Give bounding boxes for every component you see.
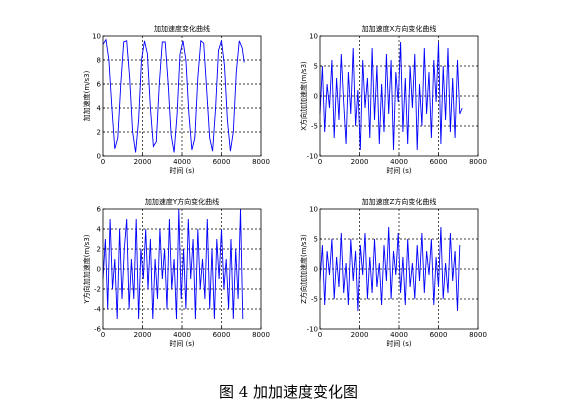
- x-axis-label: 时间 (s): [386, 339, 412, 348]
- y-axis-label: Z方向加加速度(m/s3): [299, 234, 308, 304]
- y-tick-label: 8: [97, 57, 101, 65]
- y-tick-label: 2: [97, 129, 101, 137]
- x-tick-label: 6000: [213, 158, 231, 166]
- y-tick-label: -10: [307, 326, 318, 334]
- y-tick-label: 4: [97, 105, 102, 113]
- y-tick-label: 6: [97, 81, 102, 89]
- chart-title: 加加速度X方向变化曲线: [362, 24, 437, 33]
- x-tick-label: 8000: [252, 331, 270, 339]
- y-tick-label: -2: [94, 286, 101, 294]
- x-tick-label: 2000: [134, 158, 152, 166]
- chart-panel-3: 0 2000 4000 6000 8000 -6 -4 -2 0 2 4 6 加加速度Y方向变化曲线时间…: [82, 197, 270, 348]
- x-tick-label: 2000: [351, 331, 369, 339]
- x-tick-label: 0: [101, 158, 105, 166]
- x-tick-label: 0: [318, 331, 322, 339]
- x-axis-label: 时间 (s): [169, 166, 195, 175]
- chart-title: 加加速度Z方向变化曲线: [362, 197, 437, 206]
- y-tick-label: -5: [311, 296, 318, 304]
- x-tick-label: 6000: [430, 158, 448, 166]
- chart-title: 加加速度变化曲线: [154, 24, 210, 33]
- y-tick-label: 4: [97, 226, 102, 234]
- y-tick-label: 0: [97, 266, 101, 274]
- y-tick-label: 10: [92, 33, 101, 41]
- y-tick-label: -5: [311, 123, 318, 131]
- series-line: [319, 226, 461, 312]
- x-tick-label: 6000: [430, 331, 448, 339]
- y-tick-label: 2: [97, 246, 101, 254]
- figure-caption: 图 4 加加速度变化图: [218, 383, 359, 401]
- x-tick-label: 0: [101, 331, 105, 339]
- x-tick-label: 4000: [173, 158, 191, 166]
- series-line: [319, 41, 463, 151]
- x-axis-label: 时间 (s): [169, 339, 195, 348]
- chart-title: 加加速度Y方向变化曲线: [145, 197, 219, 206]
- x-tick-label: 8000: [469, 158, 487, 166]
- y-tick-label: -6: [94, 326, 102, 334]
- y-tick-label: 5: [314, 236, 318, 244]
- x-axis-label: 时间 (s): [386, 166, 412, 175]
- x-tick-label: 2000: [134, 331, 152, 339]
- series-line: [102, 208, 244, 320]
- y-axis-label: X方向加加速度(m/s3): [299, 61, 308, 131]
- y-tick-label: 10: [309, 33, 318, 41]
- chart-panel-2: 0 2000 4000 6000 8000 -10 -5 0 5 10 加加速度X方向变化曲线时间 …: [299, 24, 487, 175]
- x-tick-label: 2000: [351, 158, 369, 166]
- y-tick-label: 0: [314, 93, 318, 101]
- x-tick-label: 4000: [390, 331, 408, 339]
- y-axis-label: Y方向加加速度(m/s3): [82, 234, 91, 304]
- y-tick-label: 10: [309, 206, 318, 214]
- x-tick-label: 6000: [213, 331, 231, 339]
- series-line: [102, 38, 245, 153]
- y-tick-label: -10: [307, 153, 318, 161]
- y-axis-label: 加加速度(m/s3): [82, 70, 91, 121]
- x-tick-label: 8000: [469, 331, 487, 339]
- x-tick-label: 4000: [390, 158, 408, 166]
- chart-panel-4: 0 2000 4000 6000 8000 -10 -5 0 5 10 加加速度Z方向变化曲线时间 …: [299, 197, 487, 348]
- y-tick-label: 0: [97, 153, 101, 161]
- x-tick-label: 4000: [173, 331, 191, 339]
- y-tick-label: 6: [97, 206, 102, 214]
- y-tick-label: 0: [314, 266, 318, 274]
- x-tick-label: 0: [318, 158, 322, 166]
- y-tick-label: -4: [94, 306, 102, 314]
- y-tick-label: 5: [314, 63, 318, 71]
- x-tick-label: 8000: [252, 158, 270, 166]
